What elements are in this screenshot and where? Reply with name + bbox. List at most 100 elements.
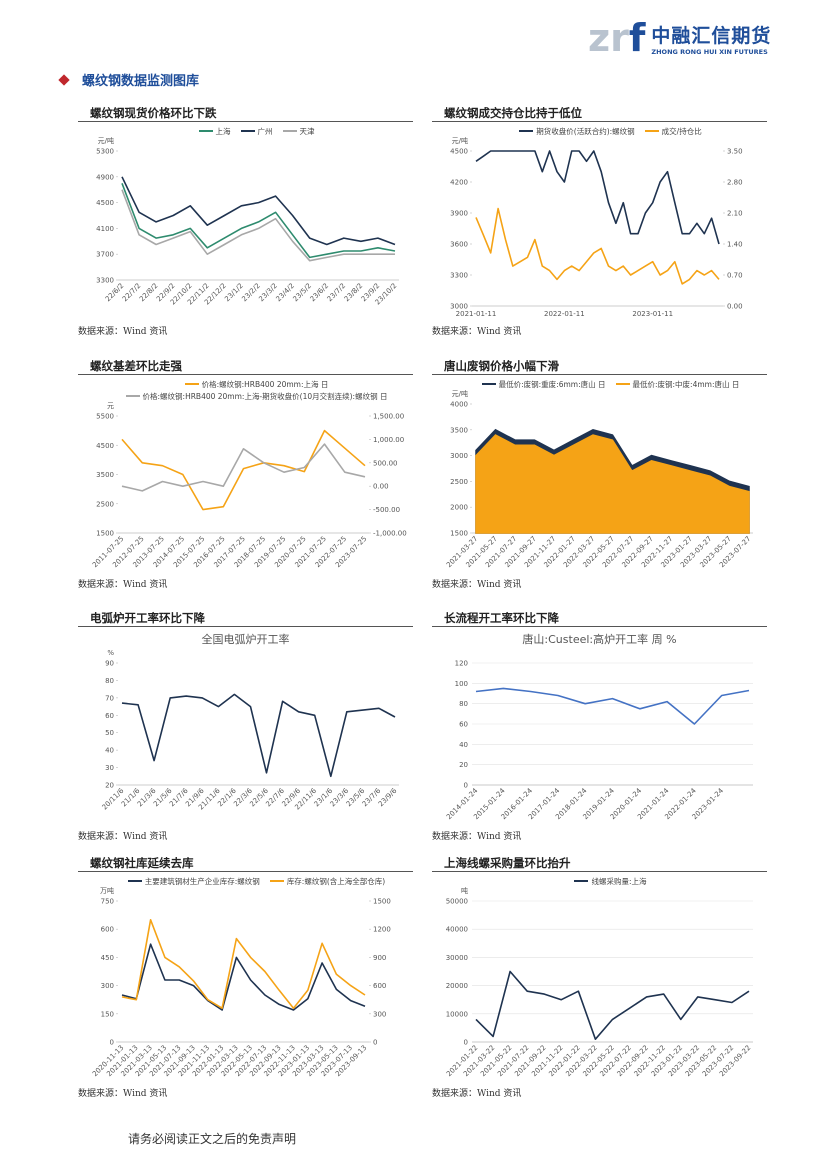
y-tick-label: 3500	[450, 426, 468, 434]
chart: 万吨 0 150 300 450 600 750 0 300 600 900 1200 1500 2020…	[78, 874, 413, 1084]
y-tick-label: 90	[105, 660, 114, 668]
panel-heading: 螺纹钢社库延续去库	[78, 855, 413, 872]
legend: 最低价:废钢:重废:6mm:唐山 日 最低价:废钢:中废:4mm:唐山 日	[468, 379, 753, 390]
panel: 唐山废钢价格小幅下滑 元/吨 1500 2000 2500 3000 3500 4000 202…	[432, 358, 767, 590]
chart-svg: 吨010000200003000040000500002021-01-22202…	[445, 886, 753, 1078]
x-tick-label: 20/11/6	[101, 786, 126, 811]
x-tick-label: 2022-01-11	[544, 310, 585, 318]
panel: 螺纹钢现货价格环比下跌 元/吨 3300 3700 4100 4500 4900 5300 22…	[78, 105, 413, 337]
source: 数据来源：Wind 资讯	[78, 832, 168, 842]
source: 数据来源：Wind 资讯	[432, 580, 522, 590]
y-tick-label: 40	[459, 741, 468, 749]
y2-tick-label: 0.00	[727, 303, 743, 311]
legend: 线螺采购量:上海	[468, 876, 753, 887]
y2-tick-label: 3.50	[727, 148, 743, 156]
legend-item: 成交/持仓比	[644, 126, 702, 137]
y-tick-label: 750	[101, 898, 114, 906]
y-tick-label: 60	[105, 712, 114, 720]
y-tick-label: 40	[105, 747, 114, 755]
legend-swatch	[198, 130, 213, 132]
line	[121, 183, 396, 259]
source: 数据来源：Wind 资讯	[432, 327, 522, 337]
source: 数据来源：Wind 资讯	[78, 580, 168, 590]
area	[475, 434, 750, 534]
chart-title: 全国电弧炉开工率	[201, 633, 290, 646]
legend-item: 线螺采购量:上海	[574, 876, 647, 887]
y2-tick-label: 600	[373, 982, 386, 990]
legend-item: 价格:螺纹钢:HRB400 20mm:上海 日	[184, 379, 328, 390]
legend-item: 广州	[240, 126, 273, 137]
y-tick-label: 0	[464, 782, 468, 790]
x-tick-label: 2021-01-11	[456, 310, 497, 318]
y2-tick-label: 300	[373, 1010, 386, 1018]
y-tick-label: 1500	[450, 530, 468, 538]
legend-label: 库存:螺纹钢(含上海全部仓库)	[286, 877, 386, 886]
panel-heading: 唐山废钢价格小幅下滑	[432, 358, 767, 375]
y-tick-label: 1500	[96, 530, 114, 538]
y-tick-label: 0	[110, 1039, 114, 1047]
source: 数据来源：Wind 资讯	[432, 832, 522, 842]
panel-heading: 长流程开工率环比下降	[432, 610, 767, 627]
line	[475, 150, 720, 245]
chart-title: 唐山:Custeel:高炉开工率 周 %	[522, 633, 677, 646]
legend-label: 天津	[299, 127, 315, 136]
y-tick-label: 50000	[446, 898, 468, 906]
y-tick-label: 150	[101, 1010, 114, 1018]
panel: 螺纹钢社库延续去库 万吨 0 150 300 450 600 750 0 300 600 900 120…	[78, 855, 413, 1099]
y-tick-label: 40000	[446, 926, 468, 934]
y-tick-label: 20	[105, 782, 114, 790]
chart-svg: 元/吨1500200025003000350040002021-03-27202…	[445, 389, 753, 569]
y-tick-label: 300	[101, 982, 114, 990]
legend-label: 线螺采购量:上海	[591, 877, 647, 886]
y-tick-label: 2000	[450, 504, 468, 512]
y-tick-label: 50	[105, 729, 114, 737]
legend-swatch	[519, 130, 534, 132]
legend-item: 上海	[198, 126, 231, 137]
legend-label: 成交/持仓比	[661, 127, 702, 136]
y-tick-label: 3500	[96, 471, 114, 479]
panel-heading: 螺纹基差环比走强	[78, 358, 413, 375]
y-tick-label: 4500	[96, 442, 114, 450]
logo-text: 中融汇信期货 ZHONG RONG HUI XIN FUTURES	[651, 21, 771, 56]
chart: 元/吨 1500 2000 2500 3000 3500 4000 2021-03-27 202…	[432, 377, 767, 575]
y-unit: 元/吨	[452, 136, 468, 145]
y-tick-label: 3700	[96, 251, 114, 259]
y-unit: %	[107, 649, 114, 657]
line	[475, 207, 720, 285]
y-unit: 元/吨	[452, 389, 468, 398]
legend-swatch	[644, 130, 659, 132]
x-tick-label: 23/9/6	[377, 786, 399, 808]
y-tick-label: 0	[464, 1039, 468, 1047]
chart: 元 1500 2500 3500 4500 5500 -1,000.00 -500.00 0.0…	[78, 377, 413, 575]
y2-tick-label: 0.00	[373, 483, 389, 491]
y-tick-label: 600	[101, 926, 114, 934]
chart-svg: 元/吨 3000 3300 3600 3900 4200 4500 0.00 0.70 1.40 2…	[450, 136, 743, 318]
chart-svg: 0204060801001202014-01-242015-01-242016-…	[445, 660, 753, 821]
y-tick-label: 70	[105, 694, 114, 702]
legend: 期货收盘价(活跃合约):螺纹钢 成交/持仓比	[468, 126, 753, 137]
y-tick-label: 450	[101, 954, 114, 962]
chart-svg: 元/吨33003700410045004900530022/6/222/7/22…	[96, 136, 399, 307]
panel: 螺纹基差环比走强元 1500 2500 3500 4500 5500 -1,000.00 -5…	[78, 358, 413, 590]
line	[121, 176, 396, 246]
legend-label: 最低价:废钢:中废:4mm:唐山 日	[632, 380, 740, 389]
y-tick-label: 4500	[96, 199, 114, 207]
panel: 上海线螺采购量环比抬升吨 0 10000 20000 30000 40000 50000 20…	[432, 855, 767, 1099]
legend-swatch	[269, 880, 284, 882]
y-tick-label: 80	[459, 700, 468, 708]
y2-tick-label: 2.80	[727, 179, 743, 187]
y-tick-label: 100	[455, 680, 468, 688]
y-tick-label: 4000	[450, 401, 468, 409]
legend-swatch	[125, 395, 140, 397]
y-unit: 元/吨	[98, 136, 114, 145]
line	[121, 693, 396, 778]
y-tick-label: 30000	[446, 954, 468, 962]
y-tick-label: 3000	[450, 452, 468, 460]
y-tick-label: 5500	[96, 413, 114, 421]
chart: % 20 30 40 50 60 70 80 90 20/11/6 21/1/6 21/3/6 21/5…	[78, 629, 413, 827]
source: 数据来源：Wind 资讯	[432, 1089, 522, 1099]
chart: 吨 0 10000 20000 30000 40000 50000 2021-01-22 202…	[432, 874, 767, 1084]
y2-tick-label: 1200	[373, 926, 391, 934]
legend: 主要建筑钢材生产企业库存:螺纹钢 库存:螺纹钢(含上海全部仓库)	[114, 876, 399, 887]
